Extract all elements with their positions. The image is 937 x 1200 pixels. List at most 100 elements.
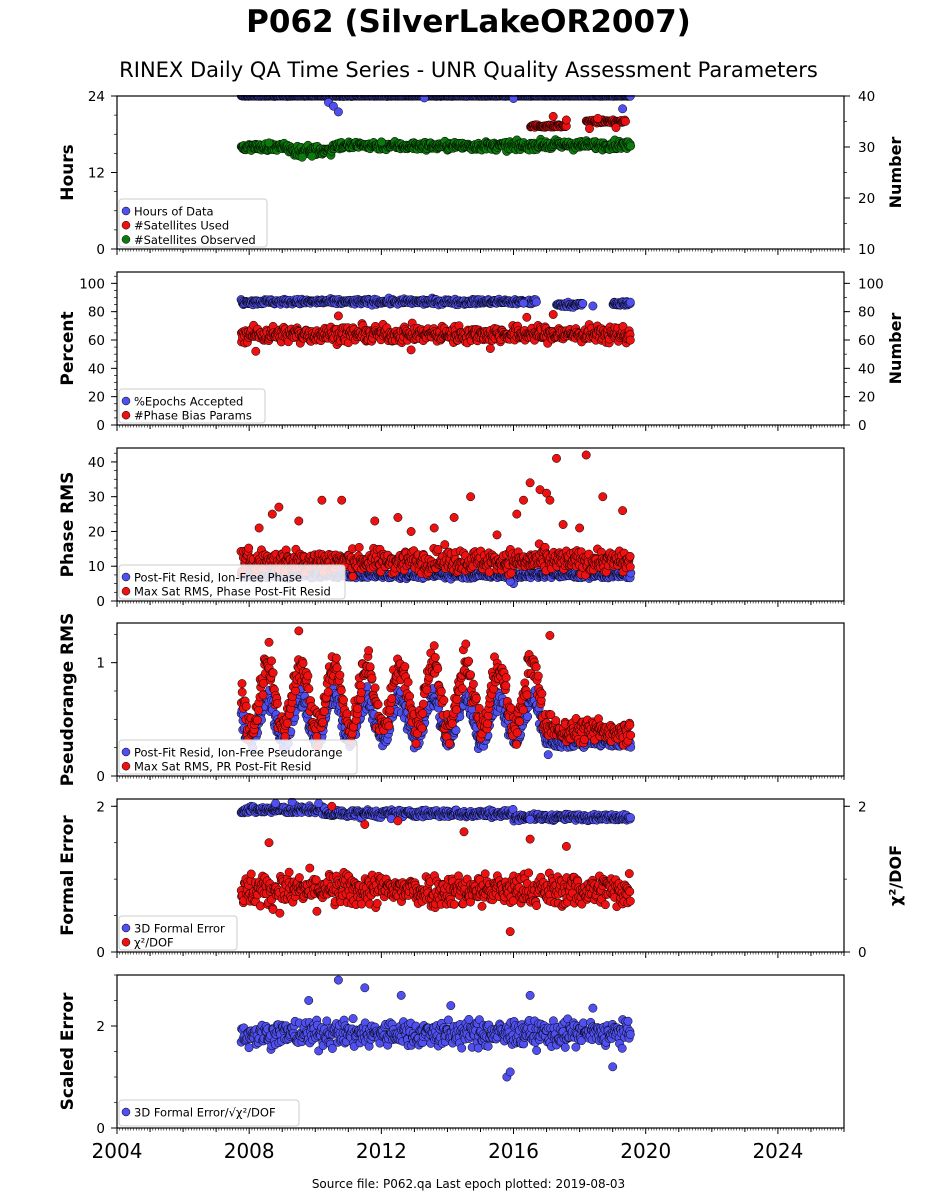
y2-tick-label: 0 [858, 418, 867, 434]
data-point [449, 513, 459, 522]
data-point [575, 523, 585, 533]
y-tick-label: 12 [88, 166, 105, 182]
data-point [251, 346, 261, 356]
y-tick-label: 30 [88, 490, 105, 506]
data-point [548, 111, 558, 121]
data-point [525, 478, 535, 488]
data-point [307, 151, 317, 161]
data-point [333, 107, 343, 117]
y-tick-label: 100 [79, 276, 105, 292]
data-point [466, 492, 476, 502]
data-point [552, 453, 561, 463]
y-axis-label: Phase RMS [58, 472, 78, 578]
y2-tick-label: 20 [858, 390, 875, 406]
legend: %Epochs Accepted#Phase Bias Params [118, 388, 266, 424]
data-point [625, 297, 635, 307]
y2-tick-label: 30 [858, 140, 875, 156]
legend-marker [121, 586, 131, 596]
data-point [348, 572, 358, 581]
data-point [406, 345, 416, 355]
legend: Hours of Data#Satellites Used#Satellites… [118, 198, 268, 248]
data-point [294, 516, 304, 526]
data-point [244, 543, 254, 553]
legend-marker [121, 572, 131, 582]
data-point [485, 344, 495, 353]
legend-marker [121, 410, 131, 420]
legend-box [118, 388, 266, 424]
data-point [512, 509, 522, 519]
y-axis-label: Hours [58, 144, 78, 201]
y-tick-label: 20 [88, 390, 105, 406]
data-point [593, 113, 603, 123]
data-point [419, 95, 429, 103]
legend-marker [121, 235, 131, 244]
data-point [317, 495, 327, 505]
y2-tick-label: 80 [858, 305, 875, 321]
series-1 [236, 450, 635, 581]
data-point [519, 495, 528, 505]
panel-phase-rms: 0 10 20 30 40 Phase RMS Post-Fit Resid, Ion-Fr… [58, 447, 845, 610]
data-point [333, 311, 343, 321]
data-point [492, 530, 502, 540]
data-point [440, 540, 450, 550]
y-tick-label: 0 [96, 594, 105, 610]
data-point [545, 495, 555, 505]
data-point [618, 104, 628, 114]
data-point [626, 141, 636, 151]
y2-tick-label: 10 [858, 242, 875, 258]
data-point [484, 567, 494, 577]
y-axis-label: Percent [58, 311, 78, 385]
data-point [297, 152, 307, 162]
data-point [267, 509, 277, 519]
data-point [393, 513, 403, 522]
y-tick-label: 80 [88, 305, 105, 321]
legend-marker [121, 396, 131, 406]
series-2 [236, 134, 636, 162]
data-point [328, 101, 338, 111]
data-point [581, 450, 591, 460]
data-point [376, 137, 386, 147]
legend-label: Max Sat RMS, Phase Post-Fit Resid [134, 585, 331, 599]
legend-box [118, 198, 268, 248]
y-tick-label: 20 [88, 524, 105, 540]
data-point [621, 116, 630, 126]
legend-label: Hours of Data [134, 205, 214, 219]
plot-area [236, 626, 636, 760]
y-tick-label: 40 [88, 455, 105, 471]
data-point [519, 298, 528, 308]
data-point [370, 516, 380, 526]
data-point [509, 95, 518, 103]
series-1 [526, 111, 630, 134]
data-point [618, 506, 628, 516]
y-tick-label: 0 [96, 242, 105, 258]
data-point [611, 123, 621, 133]
chart-subtitle: RINEX Daily QA Time Series - UNR Quality… [119, 58, 818, 82]
legend-label: Post-Fit Resid, Ion-Free Phase [134, 571, 302, 585]
data-point [585, 124, 594, 134]
y2-tick-label: 100 [858, 276, 884, 292]
series-0 [236, 293, 635, 312]
series-0 [236, 95, 635, 117]
y2-tick-label: 60 [858, 333, 875, 349]
y-tick-label: 60 [88, 333, 105, 349]
data-point [522, 312, 532, 322]
legend-label: #Satellites Observed [134, 233, 256, 247]
legend-marker [121, 220, 131, 230]
panel-percent: 0 20 40 60 80 100 0 20 40 60 80 100 Number Percent %Ep… [58, 271, 905, 434]
data-point [548, 310, 558, 319]
y2-tick-label: 40 [858, 361, 875, 377]
data-point [264, 138, 274, 148]
y2-tick-label: 40 [858, 89, 875, 105]
data-point [578, 299, 588, 309]
data-point [598, 492, 608, 502]
legend-label: #Satellites Used [134, 219, 229, 233]
plot-area [236, 95, 636, 162]
data-point [506, 568, 516, 578]
y2-tick-label: 20 [858, 191, 875, 207]
data-point [531, 297, 541, 307]
y2-axis-label: Number [886, 137, 905, 209]
data-point [274, 502, 284, 512]
